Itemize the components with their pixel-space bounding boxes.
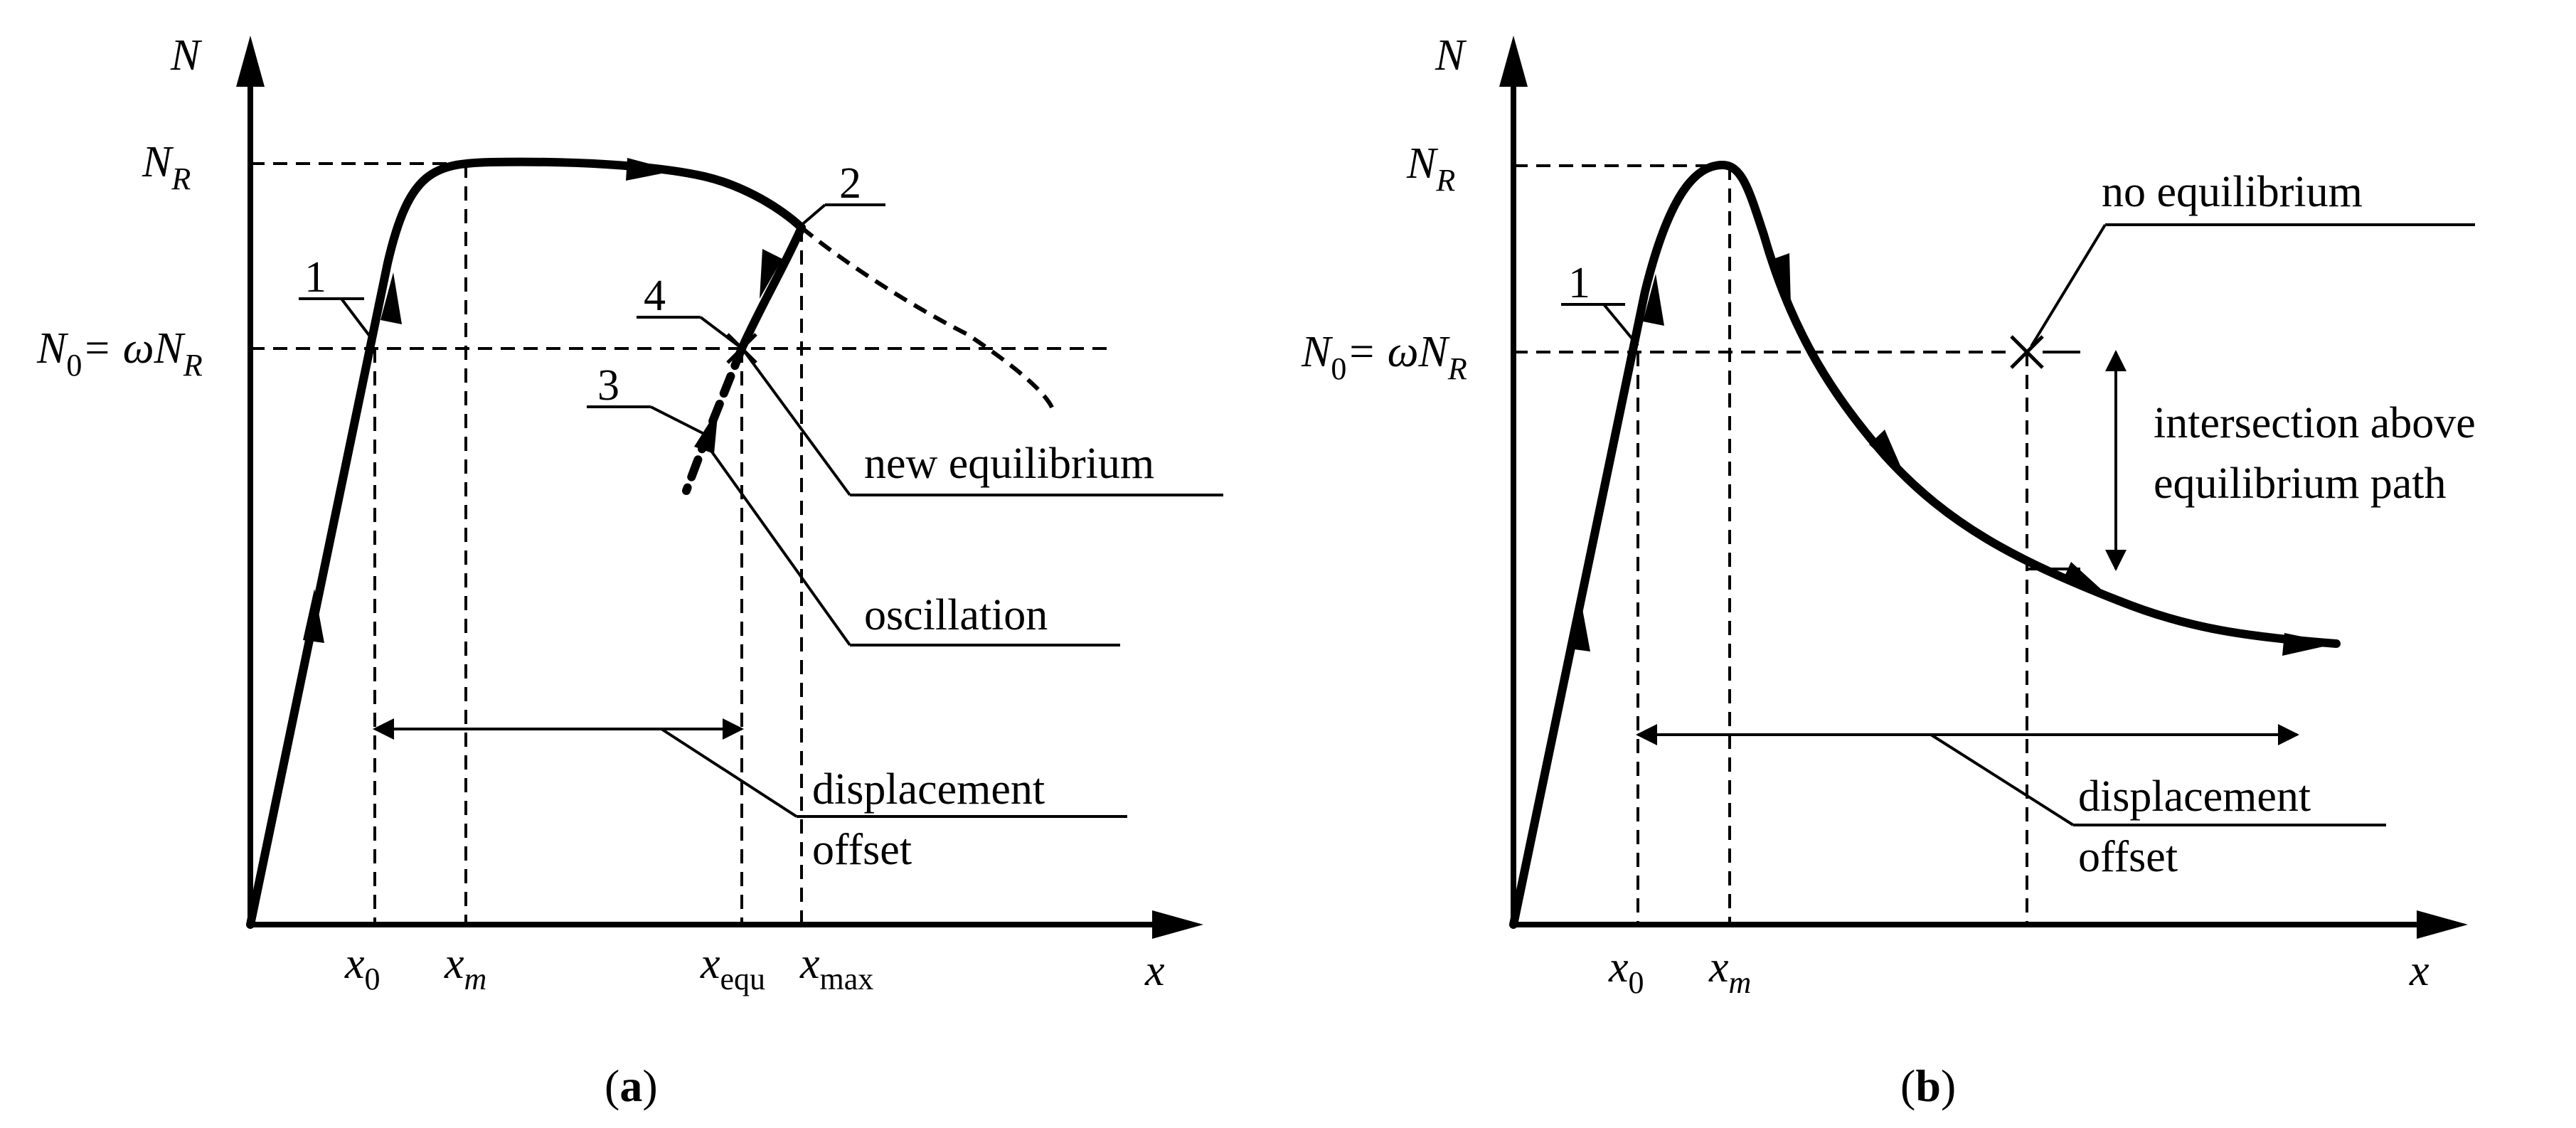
panel-a-marker-3: 3	[597, 361, 619, 410]
panel-b-tick-xm: xm	[1708, 943, 1751, 1000]
panel-a-nr-label: NR	[142, 138, 191, 196]
panel-a-tick-xm: xm	[444, 940, 486, 996]
panel-b-x-axis-label: x	[2409, 947, 2429, 995]
panel-b-arrow-down-2	[1869, 430, 1906, 479]
panel-b-arrow-down-1	[1769, 253, 1791, 306]
panel-a-displacement-label-1: displacement	[812, 765, 1045, 814]
panel-b-load-curve	[1509, 161, 2341, 929]
panel-a-marker-1: 1	[304, 253, 326, 302]
panel-b-displacement-label-1: displacement	[2078, 772, 2311, 821]
panel-a-arrow-oscillation	[694, 408, 718, 454]
panel-b-y-axis-label: N	[1435, 31, 1467, 80]
panel-b-nr-label: NR	[1406, 139, 1455, 198]
panel-a-marker-4: 4	[644, 272, 666, 320]
panel-a-arrow-up-lower	[303, 589, 324, 643]
panel-a-caption: (a)	[605, 1060, 658, 1111]
panel-b-arrow-down-3	[2063, 562, 2111, 598]
panel-a-tick-x0: x0	[344, 940, 380, 996]
panel-a-tick-xmax: xmax	[799, 940, 873, 996]
panel-b-arrow-up-lower	[1569, 597, 1590, 651]
panel-b: N x NR N0= ωNR x0 xm 1 no equilibr	[1301, 31, 2476, 1111]
panel-b-x-axis-arrowhead	[2417, 910, 2468, 939]
panel-a-x-axis-arrowhead	[1152, 910, 1203, 939]
panel-b-arrow-up-upper	[1643, 274, 1664, 326]
panel-b-no-equilibrium-pointer	[2030, 223, 2107, 348]
panel-a-marker-2-pointer	[799, 203, 826, 228]
panel-a: N x NR N0= ωNR x0 xm xequ xmax	[36, 31, 1223, 1111]
panel-b-n0-label: N0= ωNR	[1301, 328, 1467, 386]
panel-a-arrow-right	[626, 158, 676, 181]
panel-a-x-axis-label: x	[1144, 947, 1165, 995]
panel-a-oscillation-pointer	[703, 440, 851, 647]
panel-a-arrow-down	[760, 249, 782, 299]
panel-a-displacement-pointer	[660, 728, 798, 818]
panel-a-tick-xequ: xequ	[700, 940, 765, 996]
panel-a-marker-2: 2	[839, 159, 861, 208]
panel-a-unloading-dashed-curve	[800, 225, 1055, 410]
panel-a-load-curve	[246, 157, 806, 929]
panel-b-tick-x0: x0	[1608, 943, 1644, 1000]
panel-b-y-axis-arrowhead	[1499, 36, 1528, 87]
panel-a-equilibrium-cross-2	[726, 333, 757, 364]
panel-a-marker-4-pointer	[699, 316, 740, 347]
panel-a-y-axis-arrowhead	[236, 36, 265, 87]
panel-b-marker-1: 1	[1568, 259, 1590, 307]
panel-b-caption: (b)	[1900, 1060, 1956, 1111]
panel-a-oscillation-label: oscillation	[864, 591, 1048, 639]
panel-a-new-equilibrium-pointer	[744, 351, 851, 496]
panel-b-no-equilibrium-label: no equilibrium	[2102, 168, 2363, 216]
panel-b-intersection-label-1: intersection above	[2154, 399, 2476, 447]
panel-a-y-axis-label: N	[170, 31, 203, 80]
panel-a-marker-3-pointer	[650, 405, 705, 435]
panel-a-marker-1-pointer	[340, 297, 376, 344]
panel-b-intersection-label-2: equilibrium path	[2154, 459, 2447, 508]
panel-a-displacement-label-2: offset	[812, 826, 912, 874]
panel-a-arrow-up-upper	[380, 272, 402, 324]
panel-b-displacement-pointer	[1930, 733, 2075, 826]
panel-a-n0-label: N0= ωNR	[36, 324, 203, 383]
panel-b-intersection-cross-2	[2010, 335, 2044, 369]
panel-b-marker-1-pointer	[1602, 303, 1639, 347]
panel-b-curve-end-arrow	[2282, 633, 2336, 656]
panel-b-displacement-label-2: offset	[2078, 833, 2178, 881]
panel-a-new-equilibrium-label: new equilibrium	[864, 440, 1154, 488]
panel-a-descent-curve	[738, 223, 806, 353]
